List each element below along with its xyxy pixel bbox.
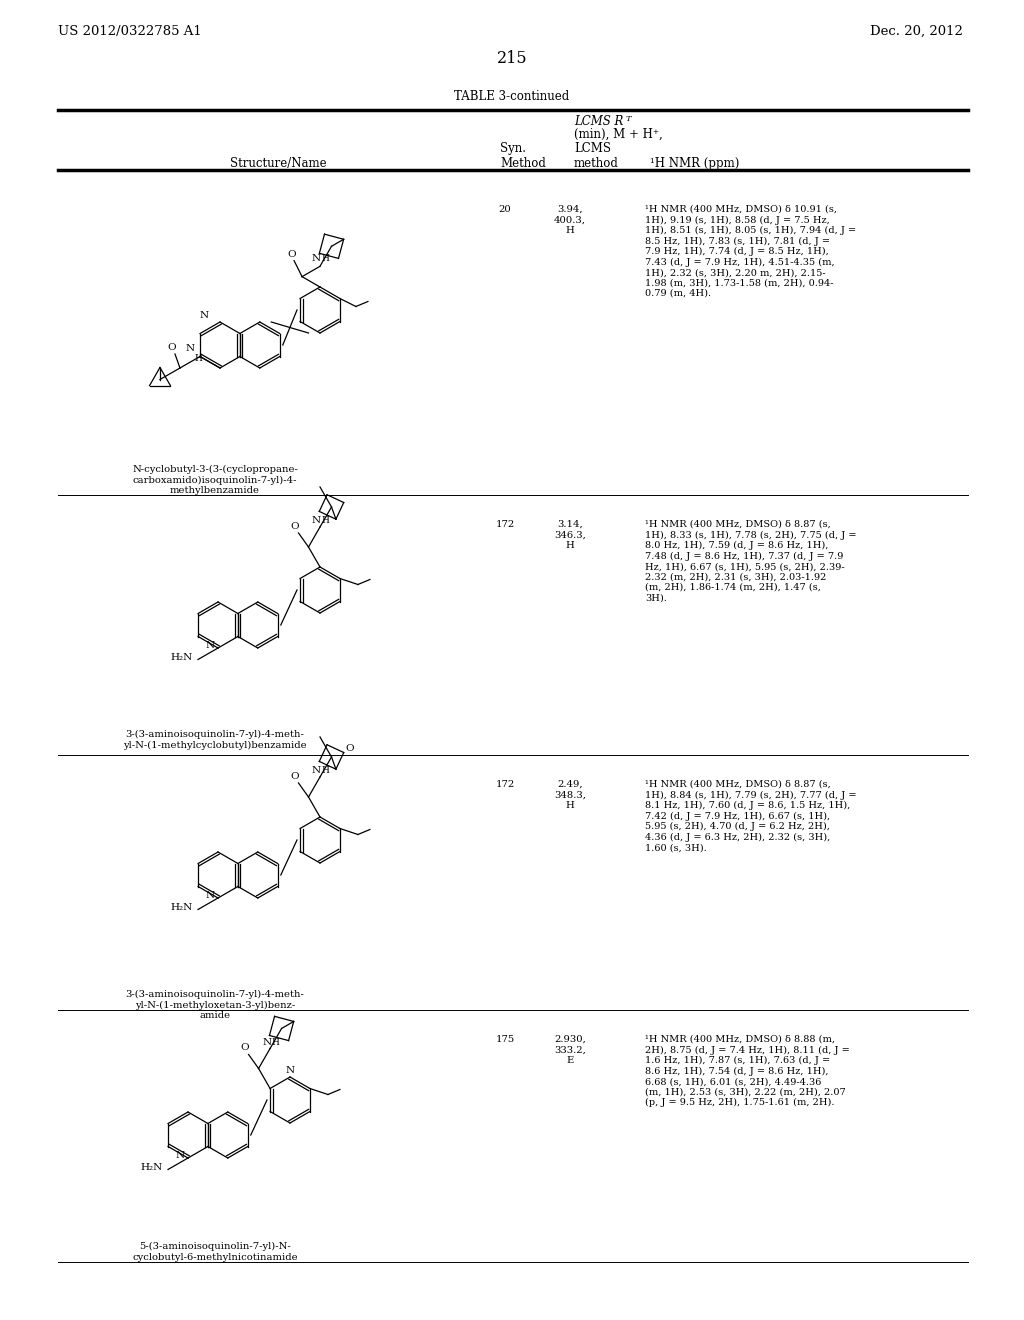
Text: 172: 172 [496,780,515,789]
Text: 175: 175 [496,1035,515,1044]
Text: 3-(3-aminoisoquinolin-7-yl)-4-meth-
yl-N-(1-methyloxetan-3-yl)benz-
amide: 3-(3-aminoisoquinolin-7-yl)-4-meth- yl-N… [126,990,304,1020]
Text: LCMS R: LCMS R [574,115,624,128]
Text: H: H [321,767,329,775]
Text: ¹H NMR (400 MHz, DMSO) δ 8.87 (s,
1H), 8.84 (s, 1H), 7.79 (s, 2H), 7.77 (d, J =
: ¹H NMR (400 MHz, DMSO) δ 8.87 (s, 1H), 8… [645,780,856,853]
Text: 2.49,
348.3,
H: 2.49, 348.3, H [554,780,586,809]
Text: N: N [312,767,322,775]
Text: 2.930,
333.2,
E: 2.930, 333.2, E [554,1035,586,1065]
Text: ¹H NMR (400 MHz, DMSO) δ 8.88 (m,
2H), 8.75 (d, J = 7.4 Hz, 1H), 8.11 (d, J =
1.: ¹H NMR (400 MHz, DMSO) δ 8.88 (m, 2H), 8… [645,1035,850,1107]
Text: N-cyclobutyl-3-(3-(cyclopropane-
carboxamido)isoquinolin-7-yl)-4-
methylbenzamid: N-cyclobutyl-3-(3-(cyclopropane- carboxa… [132,465,298,495]
Text: Dec. 20, 2012: Dec. 20, 2012 [870,25,963,38]
Text: 20: 20 [499,205,511,214]
Text: O: O [291,521,299,531]
Text: N: N [206,642,215,651]
Text: N: N [176,1151,185,1160]
Text: H: H [321,516,329,525]
Text: LCMS: LCMS [574,143,611,154]
Text: O: O [287,249,296,259]
Text: N: N [206,891,215,900]
Text: US 2012/0322785 A1: US 2012/0322785 A1 [58,25,202,38]
Text: Structure/Name: Structure/Name [230,157,327,170]
Text: O: O [241,1044,249,1052]
Text: Syn.: Syn. [500,143,526,154]
Text: N: N [312,516,322,525]
Text: H₂N: H₂N [170,653,193,663]
Text: H: H [271,1038,279,1047]
Text: O: O [167,343,175,352]
Text: N: N [286,1067,295,1074]
Text: 215: 215 [497,50,527,67]
Text: H: H [321,253,329,263]
Text: H₂N: H₂N [140,1163,162,1172]
Text: 3-(3-aminoisoquinolin-7-yl)-4-meth-
yl-N-(1-methylcyclobutyl)benzamide: 3-(3-aminoisoquinolin-7-yl)-4-meth- yl-N… [123,730,307,750]
Text: O: O [346,744,354,752]
Text: 172: 172 [496,520,515,529]
Text: ¹H NMR (ppm): ¹H NMR (ppm) [650,157,739,170]
Text: N: N [186,345,196,352]
Text: method: method [574,157,618,170]
Text: 5-(3-aminoisoquinolin-7-yl)-N-
cyclobutyl-6-methylnicotinamide: 5-(3-aminoisoquinolin-7-yl)-N- cyclobuty… [132,1242,298,1262]
Text: 3.94,
400.3,
H: 3.94, 400.3, H [554,205,586,235]
Text: (min), M + H⁺,: (min), M + H⁺, [574,128,663,141]
Text: H: H [194,354,202,363]
Text: TABLE 3-continued: TABLE 3-continued [455,90,569,103]
Text: T: T [626,115,632,123]
Text: ¹H NMR (400 MHz, DMSO) δ 8.87 (s,
1H), 8.33 (s, 1H), 7.78 (s, 2H), 7.75 (d, J =
: ¹H NMR (400 MHz, DMSO) δ 8.87 (s, 1H), 8… [645,520,856,602]
Text: N: N [200,312,209,319]
Text: N: N [262,1038,271,1047]
Text: N: N [312,253,322,263]
Text: O: O [291,772,299,781]
Text: Method: Method [500,157,546,170]
Text: ¹H NMR (400 MHz, DMSO) δ 10.91 (s,
1H), 9.19 (s, 1H), 8.58 (d, J = 7.5 Hz,
1H), : ¹H NMR (400 MHz, DMSO) δ 10.91 (s, 1H), … [645,205,856,298]
Text: H₂N: H₂N [170,903,193,912]
Text: 3.14,
346.3,
H: 3.14, 346.3, H [554,520,586,550]
